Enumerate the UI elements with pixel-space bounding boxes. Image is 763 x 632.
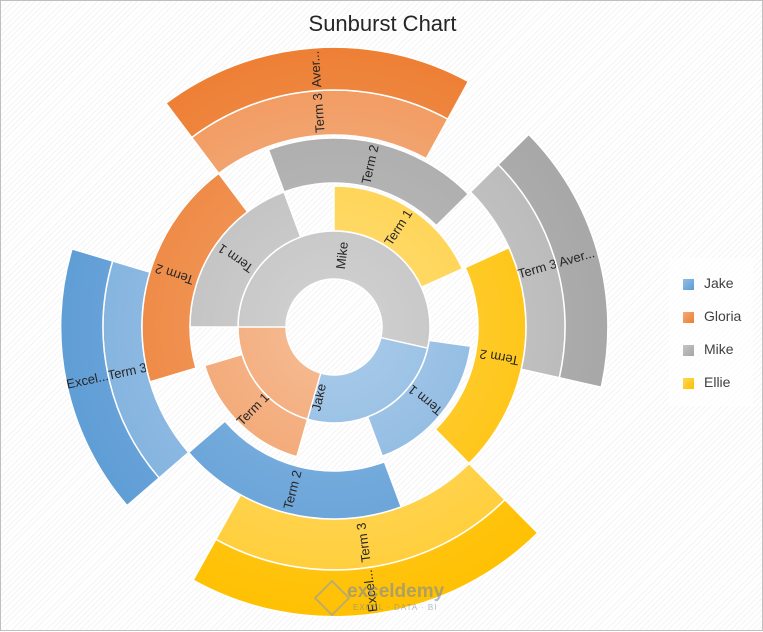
legend-label-ellie: Ellie xyxy=(704,374,731,390)
watermark-name: exceldemy xyxy=(347,581,445,602)
watermark: exceldemy EXCEL · DATA · BI xyxy=(313,579,465,617)
legend-swatch-mike xyxy=(683,345,694,356)
ring-average-ellie[interactable] xyxy=(192,498,539,618)
label-term-3-ellie: Term 3 xyxy=(353,522,373,563)
watermark-tagline: EXCEL · DATA · BI xyxy=(353,603,438,612)
legend-label-jake: Jake xyxy=(704,275,734,291)
ring-average-jake[interactable] xyxy=(59,247,161,507)
label-term-2-ellie: Term 2 xyxy=(478,347,520,369)
legend-swatch-jake xyxy=(683,279,694,290)
ring-term-2-mike[interactable] xyxy=(267,137,470,227)
legend-label-mike: Mike xyxy=(704,341,734,357)
label-average-ellie: Excel... xyxy=(360,569,381,613)
label-term-3-gloria: Term 3 xyxy=(310,93,328,134)
label-student-mike: Mike xyxy=(333,241,351,270)
label-average-gloria: Aver... xyxy=(307,50,325,88)
ring-term-1-jake[interactable] xyxy=(366,339,472,458)
ring-average-mike[interactable] xyxy=(497,133,609,389)
chart-title: Sunburst Chart xyxy=(308,11,457,36)
legend-swatch-ellie xyxy=(683,378,694,389)
ring-term-1-gloria[interactable] xyxy=(203,353,309,458)
watermark-logo-icon xyxy=(313,579,351,617)
legend-label-gloria: Gloria xyxy=(704,308,742,324)
legend[interactable]: Jake Gloria Mike Ellie xyxy=(669,258,753,406)
legend-swatch-gloria xyxy=(683,312,694,323)
ring-average-gloria[interactable] xyxy=(164,46,470,139)
